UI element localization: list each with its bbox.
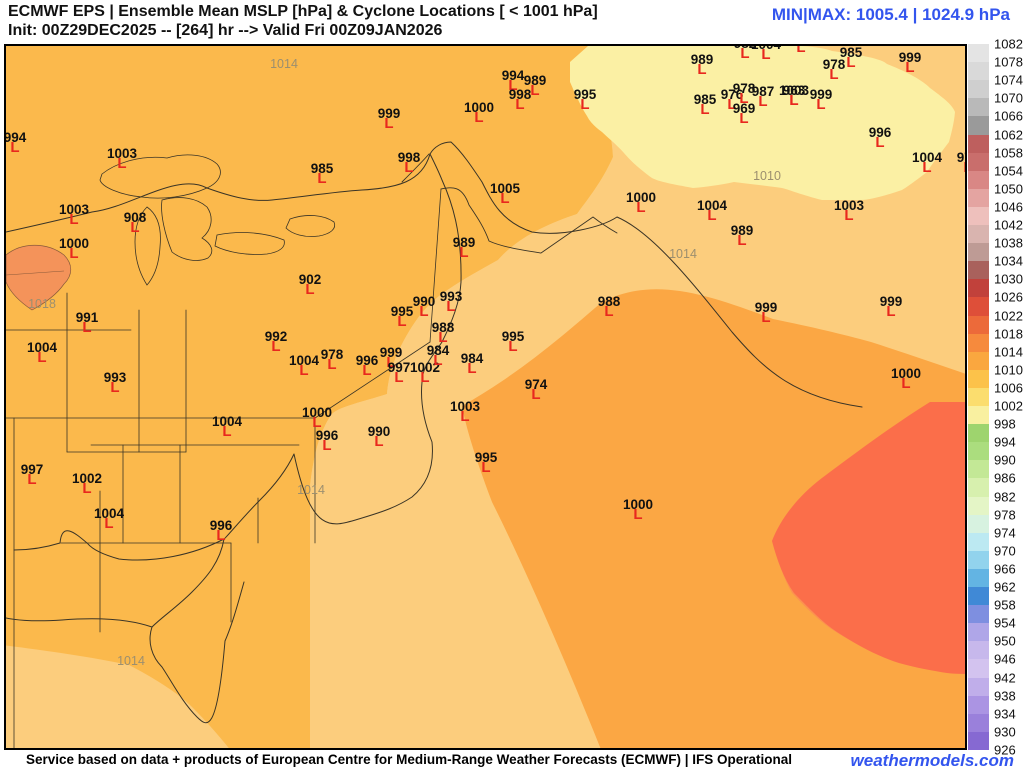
svg-text:1004: 1004 <box>289 353 320 368</box>
svg-text:1000: 1000 <box>302 405 332 420</box>
svg-text:995: 995 <box>502 329 525 344</box>
svg-text:902: 902 <box>299 272 322 287</box>
svg-text:985: 985 <box>694 92 717 107</box>
svg-text:999: 999 <box>380 345 403 360</box>
svg-text:1004: 1004 <box>751 46 782 52</box>
svg-text:999: 999 <box>810 87 833 102</box>
svg-text:1002: 1002 <box>72 471 102 486</box>
svg-text:990: 990 <box>413 294 436 309</box>
svg-text:989: 989 <box>524 73 547 88</box>
svg-text:974: 974 <box>525 377 548 392</box>
svg-text:1004: 1004 <box>912 150 943 165</box>
svg-text:1003: 1003 <box>59 202 90 217</box>
svg-text:994: 994 <box>6 130 27 145</box>
svg-text:999: 999 <box>755 300 778 315</box>
svg-text:1004: 1004 <box>697 198 728 213</box>
svg-text:1000: 1000 <box>626 190 656 205</box>
svg-text:988: 988 <box>598 294 621 309</box>
svg-text:984: 984 <box>461 351 484 366</box>
svg-text:1014: 1014 <box>669 247 697 261</box>
svg-text:989: 989 <box>691 52 714 67</box>
svg-text:1003: 1003 <box>450 399 481 414</box>
svg-text:996: 996 <box>869 125 892 140</box>
svg-text:995: 995 <box>391 304 414 319</box>
svg-text:987: 987 <box>752 84 775 99</box>
svg-text:1004: 1004 <box>94 506 125 521</box>
svg-text:999: 999 <box>899 50 922 65</box>
svg-text:1000: 1000 <box>464 100 494 115</box>
svg-text:1014: 1014 <box>270 57 298 71</box>
svg-text:997: 997 <box>388 360 411 375</box>
svg-text:1014: 1014 <box>117 654 145 668</box>
svg-text:995: 995 <box>574 87 597 102</box>
svg-text:984: 984 <box>427 343 450 358</box>
svg-text:1018: 1018 <box>28 297 56 311</box>
svg-text:992: 992 <box>265 329 288 344</box>
svg-text:1000: 1000 <box>59 236 89 251</box>
svg-text:969: 969 <box>733 101 756 116</box>
svg-text:996: 996 <box>210 518 233 533</box>
svg-text:997: 997 <box>21 462 44 477</box>
svg-text:1003: 1003 <box>779 83 810 98</box>
svg-text:991: 991 <box>76 310 99 325</box>
svg-text:993: 993 <box>440 289 463 304</box>
svg-text:998: 998 <box>509 87 532 102</box>
svg-text:978: 978 <box>321 347 344 362</box>
svg-text:1005: 1005 <box>490 181 521 196</box>
svg-text:990: 990 <box>368 424 391 439</box>
svg-text:1014: 1014 <box>297 483 325 497</box>
svg-text:1004: 1004 <box>212 414 243 429</box>
svg-text:1000: 1000 <box>623 497 653 512</box>
svg-text:976: 976 <box>957 150 967 165</box>
svg-text:1000: 1000 <box>891 366 921 381</box>
svg-text:996: 996 <box>356 353 379 368</box>
svg-text:993: 993 <box>104 370 127 385</box>
svg-text:1003: 1003 <box>834 198 865 213</box>
svg-text:998: 998 <box>398 150 421 165</box>
svg-text:L: L <box>796 46 805 50</box>
svg-text:908: 908 <box>124 210 147 225</box>
svg-text:994: 994 <box>502 68 525 83</box>
svg-text:989: 989 <box>453 235 476 250</box>
svg-text:999: 999 <box>378 106 401 121</box>
svg-text:996: 996 <box>316 428 339 443</box>
svg-text:985: 985 <box>840 46 863 60</box>
svg-text:988: 988 <box>432 320 455 335</box>
svg-text:999: 999 <box>880 294 903 309</box>
svg-text:1010: 1010 <box>753 169 781 183</box>
svg-text:989: 989 <box>731 223 754 238</box>
svg-text:985: 985 <box>311 161 334 176</box>
svg-text:1003: 1003 <box>107 146 138 161</box>
svg-text:1004: 1004 <box>27 340 58 355</box>
svg-text:995: 995 <box>475 450 498 465</box>
